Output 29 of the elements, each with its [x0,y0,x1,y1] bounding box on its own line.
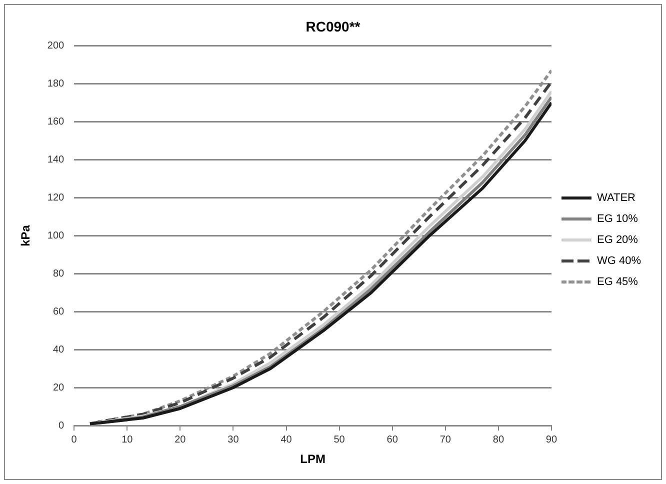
y-tick-label: 20 [52,382,65,394]
y-tick-label: 80 [52,268,65,280]
x-tick-label: 70 [440,434,452,446]
legend-label: EG 20% [596,234,638,246]
x-tick-label: 0 [71,434,78,446]
y-tick-label: 0 [58,420,65,432]
y-tick-label: 40 [52,344,65,356]
y-tick-label: 160 [47,116,65,128]
x-axis-title: LPM [300,452,326,466]
y-tick-label: 180 [47,78,65,90]
x-tick-label: 10 [122,434,134,446]
legend-label: WATER [596,192,636,204]
x-tick-label: 30 [228,434,240,446]
x-tick-label: 80 [492,434,504,446]
y-axis-title: kPa [18,224,33,246]
x-tick-label: 90 [546,434,558,446]
legend-label: WG 40% [596,255,642,268]
y-tick-label: 100 [47,230,65,242]
y-tick-label: 60 [52,306,65,318]
y-tick-label: 140 [47,154,65,166]
x-tick-label: 40 [280,434,292,446]
x-tick-label: 50 [334,434,346,446]
x-tick-label: 20 [174,434,186,446]
y-tick-label: 120 [47,192,65,204]
legend-label: EG 10% [596,213,638,226]
chart-title: RC090** [306,18,361,34]
y-tick-label: 200 [47,40,65,52]
x-tick-label: 60 [386,434,398,446]
legend-label: EG 45% [596,276,638,288]
